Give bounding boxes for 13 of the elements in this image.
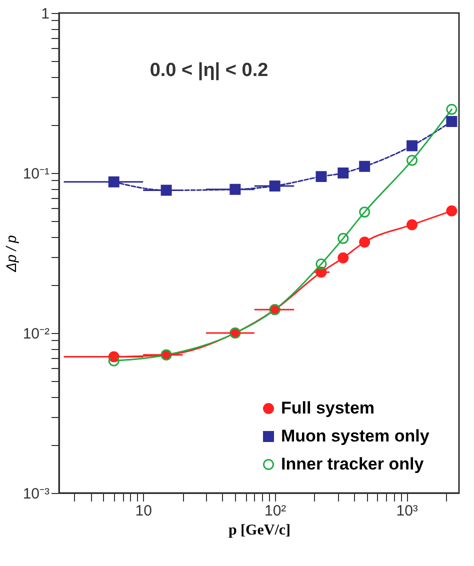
legend-label: Muon system only	[281, 426, 430, 446]
legend-label: Inner tracker only	[281, 454, 424, 474]
x-tick-label: 10²	[264, 502, 286, 520]
y-axis-title: Δp / p	[2, 234, 19, 273]
y-tick-label: 10⁻³	[22, 486, 50, 502]
legend-label: Full system	[281, 398, 375, 418]
x-tick-label: 10	[135, 502, 152, 520]
x-axis-title: p [GeV/c]	[228, 522, 291, 538]
y-tick-label: 10⁻²	[22, 326, 50, 342]
y-tick-label: 10⁻¹	[22, 166, 50, 182]
text: 0.0 < |η| < 0.2	[150, 60, 268, 81]
y-tick-label: 1	[41, 6, 50, 22]
x-tick-label: 10³	[396, 502, 418, 520]
